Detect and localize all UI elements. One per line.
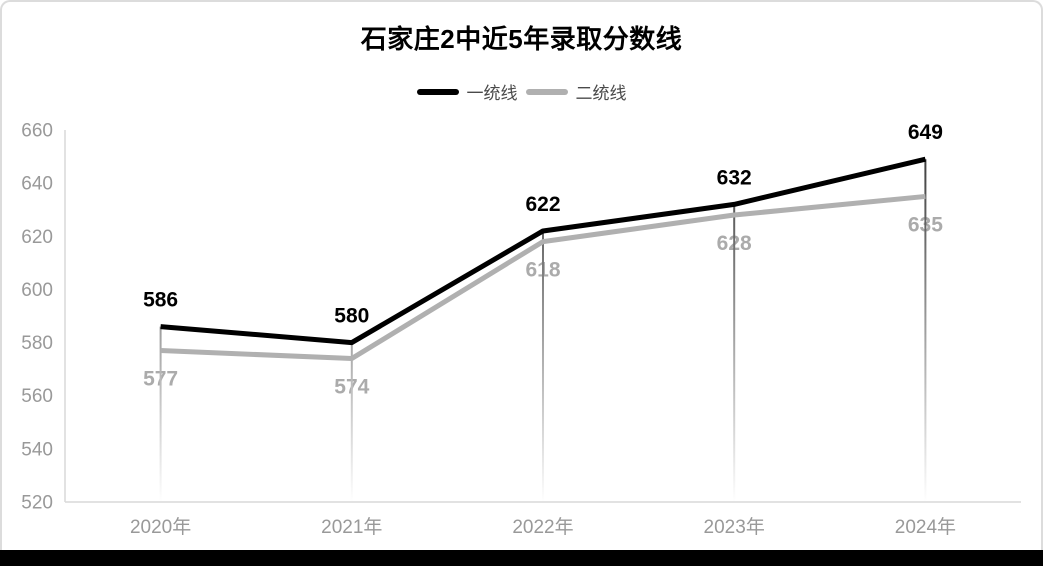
chart-title: 石家庄2中近5年录取分数线 — [360, 24, 683, 54]
y-tick-label: 580 — [21, 333, 53, 354]
legend-swatch-series-1 — [416, 88, 459, 95]
chart-card: 石家庄2中近5年录取分数线 一统线 二统线 520 540 560 580 600 620… — [0, 0, 1043, 550]
data-label: 586 — [143, 289, 178, 312]
bottom-edge-bar — [0, 550, 1043, 566]
legend-label-series-2: 二统线 — [575, 84, 627, 103]
legend-item-series-2: 二统线 — [525, 79, 627, 104]
series-line-2 — [160, 193, 926, 362]
x-axis-label: 2023年 — [704, 516, 765, 538]
y-tick-label: 560 — [21, 386, 53, 407]
x-axis-label: 2022年 — [512, 516, 573, 538]
legend-swatch-series-2 — [525, 88, 568, 95]
legend-label-series-1: 一统线 — [466, 84, 518, 103]
x-axis-label: 2021年 — [321, 516, 382, 538]
legend: 一统线 二统线 — [2, 79, 1041, 104]
data-label: 622 — [525, 193, 560, 216]
legend-item-series-1: 一统线 — [416, 79, 518, 104]
data-label: 580 — [334, 305, 369, 328]
y-tick-label: 600 — [21, 280, 53, 301]
data-label: 632 — [717, 166, 752, 189]
line-chart-plot: 520 540 560 580 600 620 640 660 2020年 2021年 2022年 2… — [21, 121, 1021, 538]
x-axis-label: 2020年 — [130, 516, 191, 538]
data-label: 649 — [908, 121, 943, 144]
x-axis-label: 2024年 — [895, 516, 956, 538]
y-tick-label: 540 — [21, 439, 53, 460]
y-tick-label: 620 — [21, 227, 53, 248]
y-tick-label: 640 — [21, 174, 53, 195]
y-tick-label: 660 — [21, 121, 53, 142]
series-line-1 — [160, 156, 926, 346]
y-tick-label: 520 — [21, 493, 53, 514]
